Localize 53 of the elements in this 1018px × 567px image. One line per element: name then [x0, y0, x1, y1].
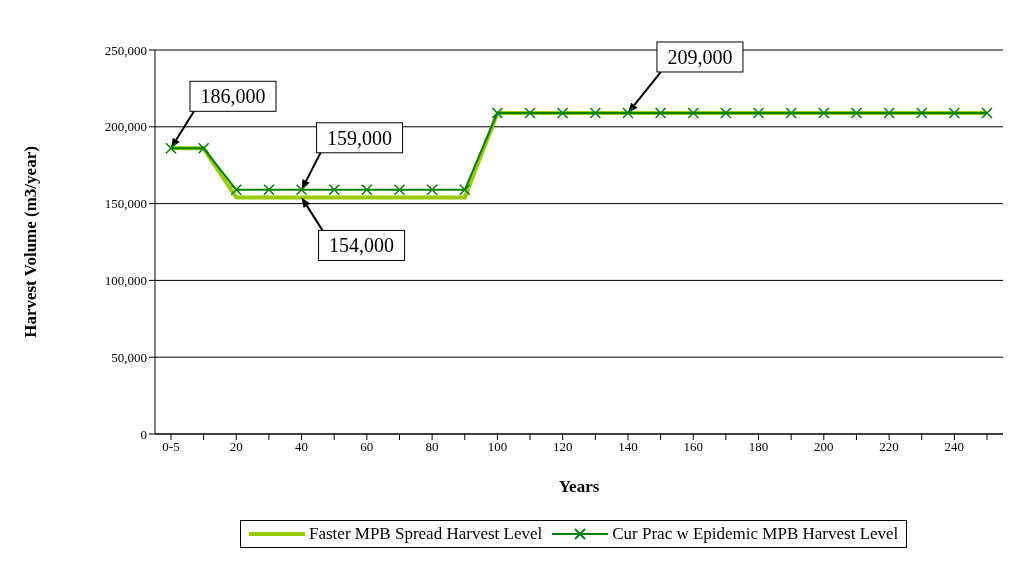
annotation: 159,000 — [327, 126, 393, 149]
y-tick-label: 200,000 — [104, 119, 147, 135]
x-tick-label: 40 — [295, 439, 309, 455]
x-tick-label: 220 — [879, 439, 899, 455]
point — [263, 184, 275, 196]
point — [818, 107, 830, 119]
point — [948, 107, 961, 119]
y-axis-title: Harvest Volume (m3/year) — [21, 146, 41, 338]
x-tick-label: 140 — [618, 439, 638, 455]
x-tick-label: 160 — [683, 439, 703, 455]
point — [915, 107, 928, 119]
point — [165, 142, 177, 155]
point — [981, 107, 993, 119]
x-tick-label: 80 — [425, 439, 439, 455]
point — [622, 107, 634, 119]
point — [459, 184, 471, 196]
point — [328, 184, 340, 196]
y-tick-label: 250,000 — [104, 42, 147, 58]
y-tick-label: 150,000 — [104, 196, 147, 212]
point — [426, 184, 438, 196]
y-tick-label: 0 — [140, 426, 147, 442]
point — [752, 107, 765, 119]
y-tick-label: 100,000 — [104, 273, 147, 289]
annotation: 186,000 — [200, 85, 266, 108]
point — [654, 107, 667, 119]
point — [720, 107, 732, 119]
point — [785, 107, 797, 119]
y-tick-label: 50,000 — [111, 349, 147, 365]
legend-label: Cur Prac w Epidemic MPB Harvest Level — [612, 524, 899, 544]
x-tick-label: 60 — [360, 439, 374, 455]
point — [524, 107, 536, 119]
point — [850, 107, 863, 119]
x-tick-label: 180 — [748, 439, 769, 455]
point — [230, 184, 243, 196]
annotation: 154,000 — [329, 234, 395, 257]
x-tick-label: 100 — [487, 439, 508, 455]
point — [883, 107, 895, 119]
x-axis-title: Years — [558, 477, 600, 496]
point — [491, 107, 504, 119]
point — [393, 184, 406, 196]
annotation: 209,000 — [667, 45, 733, 68]
point — [687, 107, 699, 119]
x-tick-label: 200 — [814, 439, 834, 455]
point — [361, 184, 373, 196]
legend-label: Faster MPB Spread Harvest Level — [309, 524, 543, 544]
point — [589, 107, 602, 119]
point — [295, 184, 308, 196]
point — [197, 142, 210, 155]
x-tick-label: 120 — [552, 439, 573, 455]
x-tick-label: 0-5 — [162, 439, 180, 455]
x-tick-label: 20 — [229, 439, 243, 455]
x-tick-label: 240 — [944, 439, 965, 455]
point — [556, 107, 569, 119]
